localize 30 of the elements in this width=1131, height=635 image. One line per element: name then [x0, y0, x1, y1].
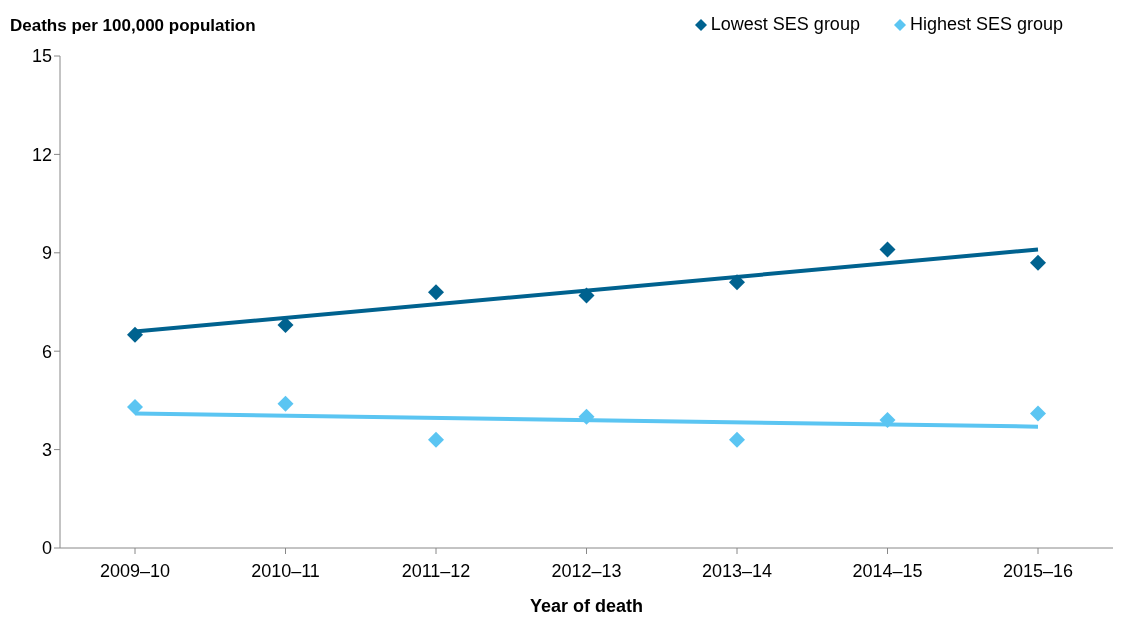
point	[578, 408, 595, 425]
y-tick-label: 12	[31, 144, 52, 165]
point	[578, 287, 595, 304]
point	[729, 274, 745, 291]
point	[1030, 254, 1046, 271]
x-tick-label: 2012–13	[551, 560, 622, 581]
y-tick-label: 15	[31, 46, 52, 67]
point	[879, 412, 896, 429]
point	[729, 431, 745, 448]
point	[1030, 405, 1046, 422]
point	[428, 431, 444, 448]
y-tick-label: 0	[41, 538, 52, 559]
x-tick-label: 2015–16	[1002, 560, 1074, 581]
x-tick-label: 2014–15	[852, 560, 923, 581]
legend-label: Highest SES group	[908, 14, 1063, 35]
x-tick-label: 2011–12	[401, 560, 471, 581]
point	[277, 395, 294, 412]
x-tick-label: 2009–10	[99, 560, 171, 581]
x-axis-title: Year of death	[529, 596, 644, 616]
point	[879, 241, 896, 258]
y-axis-title: Deaths per 100,000 population	[10, 16, 256, 36]
y-tick-label: 6	[41, 341, 52, 362]
x-tick-label: 2013–14	[701, 560, 773, 581]
legend-label: Lowest SES group	[709, 14, 860, 35]
point	[127, 398, 143, 415]
y-tick-label: 3	[41, 439, 52, 460]
x-tick-label: 2010–11	[251, 560, 320, 581]
y-tick-label: 9	[41, 243, 52, 264]
point	[127, 326, 143, 343]
point	[428, 284, 444, 301]
